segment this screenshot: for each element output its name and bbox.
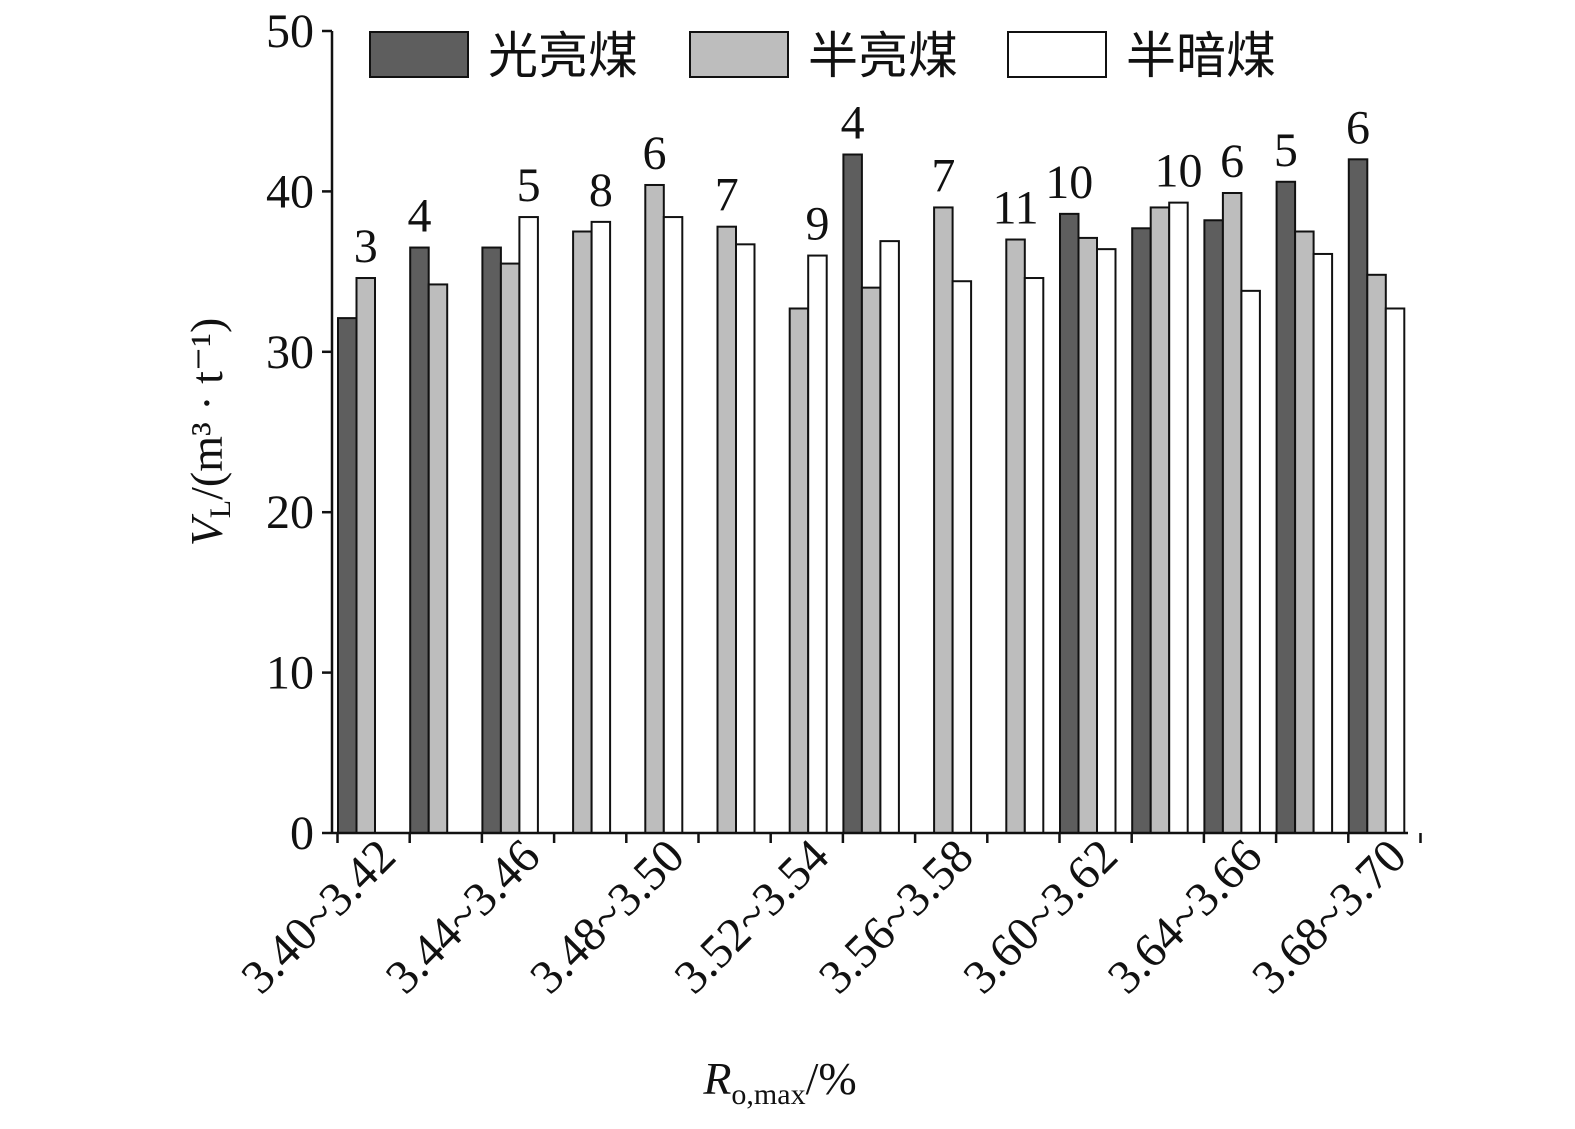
x-tick-label: 3.68~3.70 (1242, 829, 1417, 1004)
bar-1-15 (1347, 158, 1369, 834)
count-label: 10 (1045, 156, 1093, 209)
y-tick-label: 10 (266, 647, 314, 700)
bar-2-8 (860, 286, 882, 834)
count-label: 4 (407, 190, 431, 243)
y-tick-label: 50 (266, 5, 314, 58)
legend-swatch (1007, 31, 1107, 78)
legend-item: 光亮煤 (369, 28, 638, 84)
bar-1-11 (1059, 212, 1080, 834)
bar-3-8 (879, 240, 900, 834)
x-ticks-group: 3.40~3.423.44~3.463.48~3.503.52~3.543.56… (231, 829, 1422, 1004)
bar-3-11 (1096, 248, 1117, 835)
bar-3-7 (807, 254, 828, 834)
bar-2-10 (1005, 238, 1026, 834)
bar-3-12 (1168, 201, 1189, 835)
bar-1-1 (337, 317, 358, 834)
count-label: 4 (841, 97, 865, 150)
bar-1-14 (1275, 180, 1297, 834)
bar-1-8 (842, 153, 863, 834)
x-tick-label: 3.44~3.46 (376, 829, 551, 1004)
bar-2-11 (1077, 236, 1098, 834)
y-axis-title-base: V (181, 513, 232, 546)
count-label: 9 (805, 198, 829, 251)
y-axis-title-unit: /(m³ · t⁻¹) (181, 318, 232, 500)
x-tick-label: 3.60~3.62 (953, 829, 1128, 1004)
bar-1-3 (481, 246, 502, 835)
bar-3-9 (951, 280, 973, 834)
legend-swatch (369, 31, 469, 78)
y-tick-label: 20 (266, 486, 314, 539)
bar-2-9 (933, 206, 954, 834)
y-tick-label: 30 (266, 326, 314, 379)
count-label: 7 (715, 169, 739, 222)
count-label: 5 (1274, 124, 1298, 177)
x-axis-title-base: R (702, 1053, 731, 1104)
bar-3-13 (1240, 289, 1261, 834)
legend-item: 半暗煤 (1007, 28, 1276, 84)
count-label: 7 (931, 149, 955, 202)
bar-3-15 (1384, 307, 1406, 834)
x-tick-label: 3.48~3.50 (520, 829, 695, 1004)
x-tick-label: 3.56~3.58 (809, 829, 984, 1004)
y-tick-label: 0 (290, 807, 314, 860)
bar-2-14 (1294, 230, 1315, 834)
bar-2-4 (572, 230, 593, 834)
x-axis-title: Ro,max/% (702, 1053, 856, 1111)
bar-2-6 (716, 225, 737, 835)
bar-2-15 (1366, 273, 1387, 835)
bar-3-14 (1312, 252, 1334, 834)
bar-3-10 (1023, 277, 1045, 834)
bar-1-12 (1131, 227, 1152, 835)
bar-2-7 (788, 307, 810, 834)
legend-item: 半亮煤 (689, 28, 958, 84)
count-label: 6 (643, 127, 667, 180)
count-label: 10 (1154, 145, 1202, 198)
count-label: 6 (1220, 135, 1244, 188)
count-label: 3 (354, 220, 378, 273)
bar-3-3 (518, 216, 539, 834)
y-axis-title-sub: L (204, 500, 237, 518)
bar-1-2 (409, 246, 430, 835)
bars-group (337, 153, 1406, 835)
x-axis-title-unit: /% (806, 1053, 857, 1104)
bar-3-5 (662, 216, 684, 834)
legend-label: 半暗煤 (1126, 28, 1276, 84)
bar-3-6 (735, 243, 756, 835)
bar-1-13 (1203, 219, 1224, 835)
count-label: 6 (1346, 101, 1370, 154)
x-axis-title-sub: o,max (731, 1078, 805, 1111)
bar-2-1 (355, 277, 376, 834)
bar-2-2 (427, 283, 449, 834)
x-tick-label: 3.40~3.42 (231, 829, 406, 1004)
legend-label: 半亮煤 (808, 28, 958, 84)
count-label: 5 (517, 159, 541, 212)
x-tick-label: 3.64~3.66 (1098, 829, 1273, 1004)
legend-label: 光亮煤 (488, 28, 638, 84)
y-tick-label: 40 (266, 165, 314, 218)
bar-2-3 (499, 262, 521, 834)
axes-group (330, 31, 1408, 835)
count-label: 8 (589, 164, 613, 217)
x-tick-label: 3.52~3.54 (664, 829, 839, 1004)
bar-2-12 (1149, 206, 1171, 834)
bar-2-5 (644, 183, 665, 834)
y-axis-title: VL/(m³ · t⁻¹) (181, 318, 237, 547)
count-label: 11 (992, 182, 1038, 235)
y-ticks-group: 0 10 20 30 40 50 (266, 5, 332, 860)
legend-swatch (689, 31, 789, 78)
bar-3-4 (590, 220, 612, 835)
bar-2-13 (1221, 192, 1243, 834)
legend: 光亮煤 半亮煤 半暗煤 (369, 28, 1276, 84)
